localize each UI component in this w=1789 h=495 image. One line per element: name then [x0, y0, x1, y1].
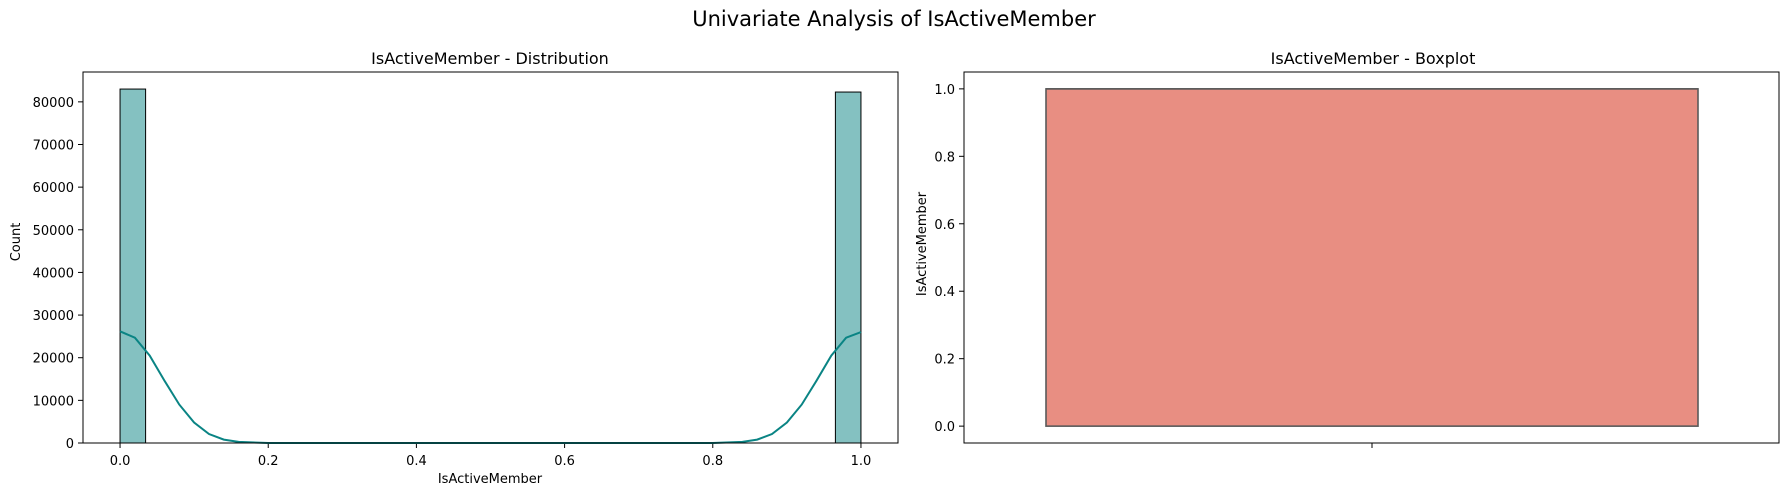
distribution-ytick-label: 80000: [33, 96, 74, 111]
boxplot-axes: 0.0 0.2 0.4 0.6 0.8 1.0: [934, 83, 964, 435]
distribution-ytick-label: 30000: [33, 309, 74, 324]
distribution-kde: [119, 330, 862, 444]
distribution-xtick-label: 0.2: [258, 454, 279, 469]
distribution-xtick-label: 0.6: [554, 454, 575, 469]
boxplot-ytick-label: 0.8: [934, 150, 955, 165]
distribution-ytick-label: 10000: [33, 394, 74, 409]
distribution-ytick-label: 60000: [33, 181, 74, 196]
distribution-xlabel: IsActiveMember: [438, 472, 543, 487]
boxplot-panel: IsActiveMember - Boxplot IsActiveMember …: [915, 49, 1780, 448]
boxplot-title: IsActiveMember - Boxplot: [1271, 49, 1476, 68]
distribution-ytick-label: 40000: [33, 266, 74, 281]
distribution-title: IsActiveMember - Distribution: [371, 49, 609, 68]
distribution-ytick-label: 0: [66, 437, 74, 452]
box: [1045, 88, 1699, 427]
boxplot-ytick-label: 0.6: [934, 218, 955, 233]
distribution-ytick-label: 50000: [33, 224, 74, 239]
boxplot-body: [1045, 88, 1699, 427]
distribution-xtick-label: 0.8: [702, 454, 723, 469]
distribution-panel: IsActiveMember - Distribution Count IsAc…: [9, 49, 899, 487]
distribution-frame: [82, 71, 899, 444]
distribution-ytick-label: 70000: [33, 138, 74, 153]
boxplot-ytick-label: 1.0: [934, 83, 955, 98]
histogram-bar: [119, 88, 147, 444]
boxplot-ytick-label: 0.4: [934, 285, 955, 300]
distribution-axes: 0.0 0.2 0.4 0.6 0.8 1.0 0 10000 20000 30000 40000 5…: [33, 96, 872, 469]
distribution-xtick-label: 0.0: [110, 454, 131, 469]
distribution-ylabel: Count: [9, 223, 24, 262]
distribution-xtick-label: 1.0: [851, 454, 872, 469]
kde-curve: [119, 330, 862, 444]
histogram-bar: [834, 91, 862, 444]
boxplot-ytick-label: 0.0: [934, 420, 955, 435]
distribution-xtick-label: 0.4: [406, 454, 427, 469]
figure-title: Univariate Analysis of IsActiveMember: [692, 7, 1096, 31]
boxplot-ytick-label: 0.2: [934, 353, 955, 368]
distribution-ytick-label: 20000: [33, 352, 74, 367]
boxplot-ylabel: IsActiveMember: [915, 191, 930, 296]
distribution-bars: [119, 88, 862, 444]
